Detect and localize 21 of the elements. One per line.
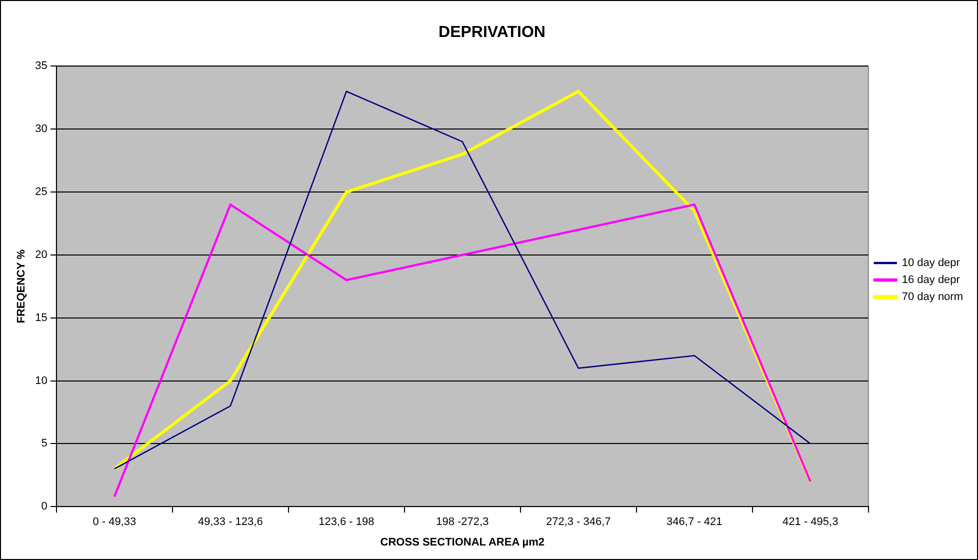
y-tick-label: 25 — [35, 186, 48, 198]
x-tick-label: 272,3 - 346,7 — [546, 516, 611, 528]
x-tick-label: 198 -272,3 — [436, 516, 489, 528]
x-tick-label: 0 - 49,33 — [92, 516, 136, 528]
x-tick-label: 421 - 495,3 — [782, 516, 838, 528]
legend-label: 70 day norm — [902, 291, 964, 304]
y-tick-label: 35 — [35, 60, 48, 72]
y-tick-label: 5 — [41, 438, 48, 450]
y-tick-label: 0 — [41, 500, 48, 513]
y-tick-label: 10 — [35, 374, 48, 387]
x-tick-label: 49,33 - 123,6 — [198, 516, 263, 528]
x-tick-label: 123,6 - 198 — [318, 516, 374, 528]
y-axis-title: FREQENCY % — [16, 249, 28, 324]
y-tick-label: 30 — [35, 123, 48, 136]
y-tick-label: 20 — [35, 248, 48, 261]
chart-title: DEPRIVATION — [438, 24, 546, 42]
x-tick-label: 346,7 - 421 — [666, 516, 722, 528]
x-axis-title: CROSS SECTIONAL AREA µm2 — [380, 536, 545, 548]
legend-label: 16 day depr — [902, 274, 960, 286]
legend-label: 10 day depr — [902, 257, 960, 270]
y-tick-label: 15 — [35, 312, 48, 324]
